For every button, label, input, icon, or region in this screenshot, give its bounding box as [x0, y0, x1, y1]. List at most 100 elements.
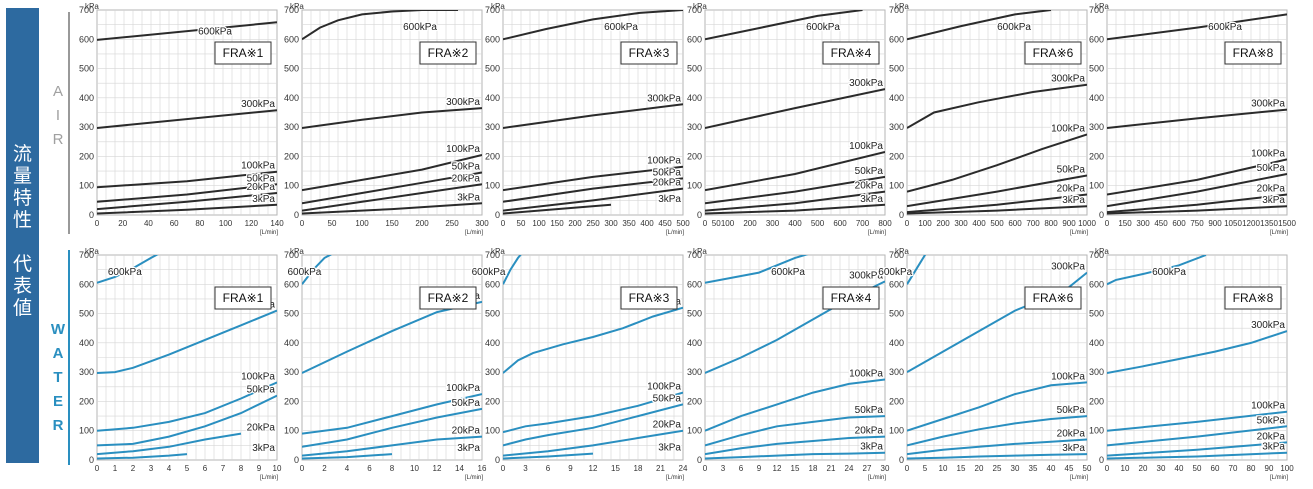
y-tick-label: 600: [79, 279, 94, 289]
series-line-3kPa: [97, 453, 188, 460]
series-line-600kPa: [97, 21, 277, 41]
x-tick-label: 100: [355, 219, 369, 228]
x-tick-label: 27: [863, 464, 872, 473]
x-tick-label: 12: [589, 464, 598, 473]
x-tick-label: 50: [517, 219, 526, 228]
x-tick-label: 900: [1062, 219, 1076, 228]
x-tick-label: 0: [95, 219, 100, 228]
y-tick-label: 700: [1089, 5, 1104, 15]
y-tick-label: 700: [889, 250, 904, 260]
y-tick-label: 0: [697, 455, 702, 465]
series-label: 3kPa: [252, 443, 275, 454]
x-tick-label: 0: [300, 464, 305, 473]
x-tick-label: 50: [1193, 464, 1202, 473]
series-line-20kPa: [907, 193, 1087, 214]
y-tick-label: 0: [1099, 210, 1104, 220]
y-tick-label: 400: [1089, 338, 1104, 348]
series-label: 300kPa: [1051, 74, 1085, 85]
y-tick-label: 400: [889, 93, 904, 103]
y-tick-label: 200: [284, 151, 299, 161]
y-tick-label: 400: [1089, 93, 1104, 103]
y-tick-label: 700: [79, 250, 94, 260]
y-axis-unit: kPa: [491, 2, 505, 11]
series-label: 300kPa: [1051, 262, 1085, 273]
x-tick-label: 1: [113, 464, 118, 473]
air-section-label: A I R: [50, 80, 66, 152]
x-tick-label: 150: [385, 219, 399, 228]
x-tick-label: 200: [743, 219, 757, 228]
sidebar-char: 代: [12, 254, 32, 275]
x-axis-unit: [L/min]: [260, 475, 278, 481]
series-label: 600kPa: [604, 22, 638, 33]
y-tick-label: 700: [687, 5, 702, 15]
x-tick-label: 6: [367, 464, 372, 473]
y-tick-label: 600: [687, 279, 702, 289]
x-tick-label: 140: [270, 219, 284, 228]
x-tick-label: 800: [878, 219, 892, 228]
water-section-rule: [68, 250, 70, 465]
x-tick-label: 200: [936, 219, 950, 228]
series-line-600kPa: [907, 255, 927, 285]
y-axis-unit: kPa: [1095, 2, 1109, 11]
series-label: 3kPa: [457, 192, 480, 203]
series-line-50kPa: [1107, 173, 1287, 208]
sidebar-char: 特: [12, 188, 32, 209]
model-box: [419, 41, 477, 65]
model-box: [214, 41, 272, 65]
series-line-100kPa: [503, 391, 683, 434]
series-label: 100kPa: [446, 383, 480, 394]
x-tick-label: 0: [501, 219, 506, 228]
x-tick-label: 60: [170, 219, 179, 228]
series-label: 100kPa: [1051, 371, 1085, 382]
x-tick-label: 500: [990, 219, 1004, 228]
series-line-3kPa: [705, 451, 885, 460]
series-label: 3kPa: [1262, 195, 1285, 206]
y-tick-label: 0: [697, 210, 702, 220]
water-letter: A: [52, 345, 64, 362]
x-tick-label: 700: [856, 219, 870, 228]
x-tick-label: 9: [757, 464, 762, 473]
series-label: 300kPa: [1251, 99, 1285, 110]
y-tick-label: 700: [284, 250, 299, 260]
x-tick-label: 0: [905, 464, 910, 473]
y-tick-label: 700: [485, 250, 500, 260]
y-tick-label: 100: [284, 426, 299, 436]
series-line-3kPa: [907, 205, 1087, 215]
y-tick-label: 500: [889, 309, 904, 319]
y-axis-unit: kPa: [1095, 247, 1109, 256]
series-line-600kPa: [1107, 255, 1207, 286]
x-tick-label: 500: [676, 219, 690, 228]
series-label: 50kPa: [1057, 164, 1086, 175]
x-tick-label: 5: [923, 464, 928, 473]
series-label: 20kPa: [247, 182, 276, 193]
sidebar-title: 流 量 特 性 代 表 値: [6, 144, 39, 320]
x-tick-label: 40: [1175, 464, 1184, 473]
y-tick-label: 600: [889, 34, 904, 44]
air-letter: A: [52, 83, 63, 100]
y-tick-label: 200: [1089, 151, 1104, 161]
y-tick-label: 200: [79, 151, 94, 161]
x-tick-label: 6: [546, 464, 551, 473]
model-label: FRA※2: [428, 291, 469, 305]
series-label: 100kPa: [849, 368, 883, 379]
series-label: 50kPa: [247, 385, 276, 396]
y-tick-label: 700: [284, 5, 299, 15]
x-tick-label: 20: [118, 219, 127, 228]
x-tick-label: 14: [455, 464, 464, 473]
x-tick-label: 3: [523, 464, 528, 473]
y-tick-label: 300: [889, 367, 904, 377]
x-tick-label: 450: [1154, 219, 1168, 228]
x-tick-label: 900: [1208, 219, 1222, 228]
series-label: 50kPa: [1057, 405, 1086, 416]
series-line-20kPa: [705, 435, 885, 456]
y-tick-label: 400: [79, 93, 94, 103]
x-tick-label: 6: [739, 464, 744, 473]
y-axis-unit: kPa: [85, 247, 99, 256]
y-tick-label: 400: [284, 338, 299, 348]
